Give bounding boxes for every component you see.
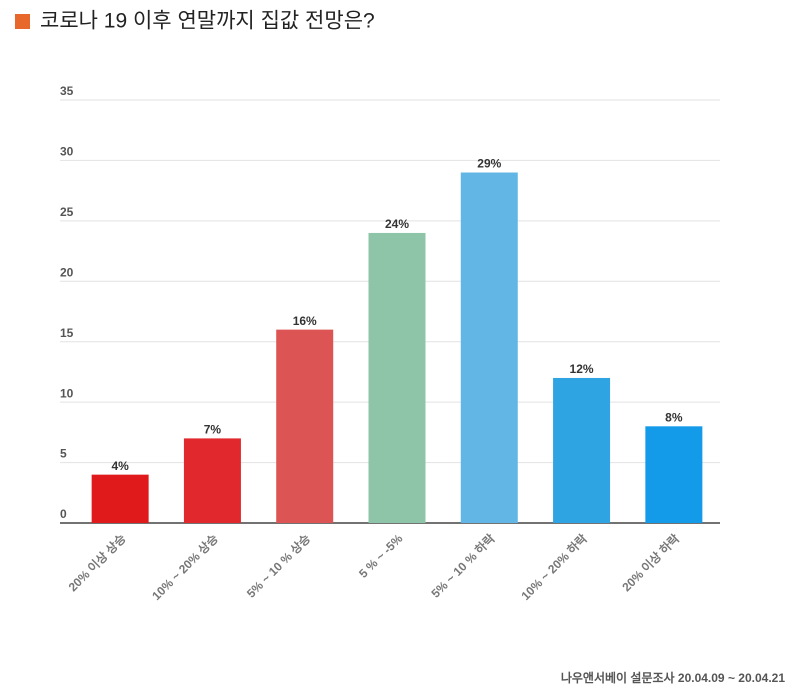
y-tick-label: 10 <box>60 386 74 400</box>
x-tick-label: 10% ~ 20% 상승 <box>149 531 221 603</box>
source: 나우앤서베이 설문조사 20.04.09 ~ 20.04.21 <box>561 670 785 685</box>
value-label: 24% <box>385 217 409 231</box>
bar <box>276 329 334 523</box>
value-label: 7% <box>204 423 222 437</box>
y-tick-label: 35 <box>60 84 74 98</box>
bar <box>183 438 241 523</box>
bar <box>91 474 149 523</box>
y-tick-label: 30 <box>60 145 74 159</box>
value-label: 4% <box>111 459 129 473</box>
x-tick-label: 20% 이상 상승 <box>65 531 129 595</box>
x-tick-label: 5% ~ 10 % 하락 <box>428 531 498 601</box>
bar <box>553 377 611 523</box>
bar <box>460 172 518 523</box>
x-tick-label: 20% 이상 하락 <box>619 531 683 595</box>
x-tick-label: 10% ~ 20% 하락 <box>518 531 590 603</box>
y-tick-label: 0 <box>60 507 67 521</box>
value-label: 12% <box>570 362 594 376</box>
title-marker <box>15 14 30 29</box>
y-tick-label: 5 <box>60 447 67 461</box>
value-label: 8% <box>665 410 683 424</box>
y-tick-label: 20 <box>60 265 74 279</box>
value-label: 16% <box>293 314 317 328</box>
bar <box>645 426 703 523</box>
y-tick-label: 15 <box>60 326 74 340</box>
chart-title: 코로나 19 이후 연말까지 집값 전망은? <box>40 10 375 33</box>
bar <box>368 232 426 523</box>
value-label: 29% <box>477 157 501 171</box>
y-tick-label: 25 <box>60 205 74 219</box>
x-tick-label: 5 % ~ -5% <box>356 531 406 581</box>
x-tick-label: 5% ~ 10 % 상승 <box>243 531 313 601</box>
